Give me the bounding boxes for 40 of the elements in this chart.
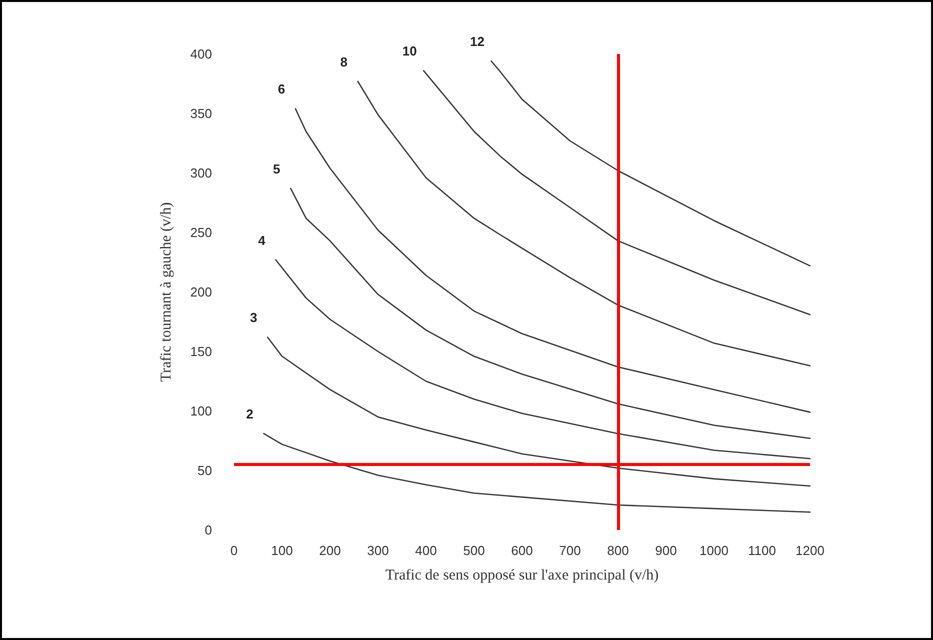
y-tick-label: 300 bbox=[190, 166, 212, 180]
x-axis-title: Trafic de sens opposé sur l'axe principal (v/h) bbox=[385, 568, 659, 584]
y-axis-title: Trafic tournant à gauche (v/h) bbox=[158, 202, 174, 382]
series-label: 10 bbox=[402, 44, 417, 59]
line-series bbox=[490, 60, 811, 266]
x-tick-label: 400 bbox=[415, 543, 437, 558]
y-tick-label: 400 bbox=[190, 46, 212, 62]
x-tick-label: 1100 bbox=[748, 543, 776, 558]
x-tick-label: 200 bbox=[319, 543, 341, 558]
y-tick-label: 50 bbox=[198, 463, 212, 478]
y-tick-label: 250 bbox=[190, 225, 212, 240]
y-tick-label: 150 bbox=[190, 344, 212, 359]
x-tick-label: 0 bbox=[230, 543, 238, 558]
series-label: 6 bbox=[278, 82, 286, 97]
y-tick-label: 200 bbox=[190, 284, 212, 300]
x-tick-label: 600 bbox=[511, 543, 533, 558]
series-label: 8 bbox=[340, 54, 348, 70]
x-tick-label: 100 bbox=[271, 543, 293, 558]
line-series bbox=[266, 336, 811, 487]
x-tick-label: 700 bbox=[559, 543, 581, 558]
x-tick-label: 1200 bbox=[796, 543, 824, 558]
y-tick-label: 0 bbox=[204, 522, 212, 538]
y-tick-label: 100 bbox=[190, 404, 212, 418]
series-label: 2 bbox=[246, 406, 254, 422]
line-series bbox=[294, 108, 811, 413]
x-tick-label: 1000 bbox=[700, 543, 728, 558]
x-tick-label: 300 bbox=[367, 543, 389, 558]
line-series bbox=[422, 70, 811, 316]
y-tick-label: 350 bbox=[190, 106, 212, 121]
line-series bbox=[357, 80, 811, 366]
x-tick-label: 800 bbox=[607, 543, 629, 558]
line-series bbox=[263, 432, 811, 513]
line-series bbox=[275, 259, 811, 460]
x-tick-label: 500 bbox=[463, 543, 485, 558]
series-label: 12 bbox=[470, 34, 485, 50]
series-label: 4 bbox=[258, 232, 266, 248]
x-tick-label: 900 bbox=[655, 543, 677, 558]
series-label: 5 bbox=[273, 161, 280, 176]
series-label: 3 bbox=[250, 310, 258, 326]
line-series bbox=[290, 188, 811, 440]
